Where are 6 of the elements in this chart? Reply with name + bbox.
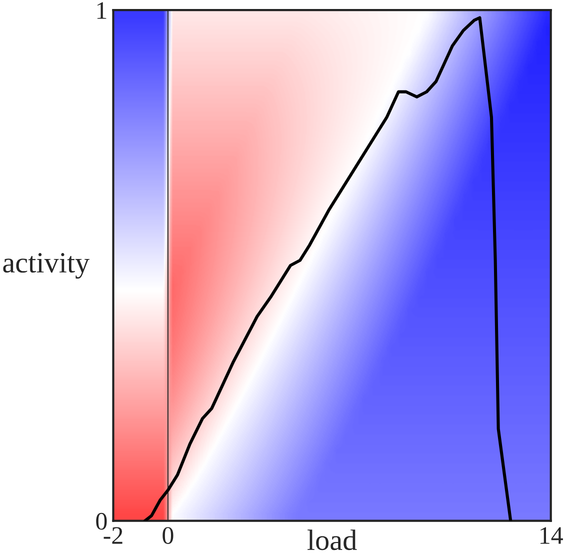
y-axis-title: activity xyxy=(3,253,90,279)
x-axis-title: load xyxy=(308,530,357,550)
x-tick-label: 0 xyxy=(162,527,174,544)
x-tick-label: 14 xyxy=(540,527,563,544)
line-series xyxy=(143,16,512,521)
y-tick-label: 1 xyxy=(97,2,106,19)
